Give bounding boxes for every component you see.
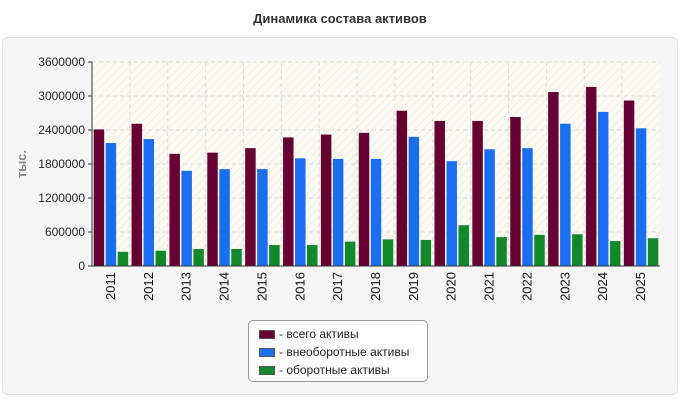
- x-tick-label: 2013: [179, 272, 194, 301]
- legend-swatch-current: [259, 365, 275, 375]
- legend-item-current: - оборотные активы: [259, 361, 427, 379]
- bar: [181, 170, 192, 266]
- y-tick-label: 3600000: [38, 55, 85, 69]
- y-axis-label: тыс.: [14, 150, 29, 178]
- bar: [143, 139, 155, 266]
- bar: [408, 136, 420, 266]
- bar: [344, 241, 356, 266]
- x-tick-label: 2011: [103, 272, 118, 300]
- x-tick-label: 2020: [444, 272, 459, 301]
- legend-swatch-noncurrent: [259, 347, 275, 357]
- x-tick-label: 2021: [482, 272, 497, 301]
- legend-item-noncurrent: - внеоборотные активы: [259, 343, 427, 361]
- x-tick-label: 2016: [292, 272, 307, 301]
- x-tick-label: 2014: [217, 272, 232, 301]
- bar: [472, 120, 483, 266]
- bar: [446, 161, 457, 266]
- y-tick-label: 0: [78, 259, 85, 273]
- y-tick-label: 1200000: [38, 191, 85, 205]
- bar: [105, 143, 117, 266]
- bar: [93, 129, 105, 266]
- x-tick-label: 2012: [141, 272, 156, 301]
- bar: [169, 153, 180, 266]
- bar: [155, 250, 167, 266]
- bar: [131, 123, 143, 267]
- bar: [560, 123, 571, 267]
- bar: [585, 86, 597, 266]
- bar: [358, 132, 370, 266]
- legend-label-total: - всего активы: [279, 327, 359, 341]
- bar: [231, 249, 242, 266]
- x-tick-label: 2022: [519, 272, 534, 301]
- chart-title: Динамика состава активов: [253, 11, 427, 26]
- bar: [257, 169, 268, 266]
- bar: [534, 234, 545, 266]
- bar: [307, 245, 318, 266]
- y-tick-label: 600000: [45, 225, 85, 239]
- legend-swatch-total: [259, 329, 275, 339]
- bar: [117, 251, 129, 266]
- bar: [548, 92, 559, 267]
- bar: [207, 152, 218, 266]
- bar: [635, 128, 647, 266]
- y-tick-label: 3000000: [38, 89, 85, 103]
- bar: [609, 241, 621, 266]
- bar: [245, 148, 256, 266]
- bar: [434, 120, 445, 266]
- bar: [283, 137, 294, 266]
- bar: [510, 116, 521, 266]
- x-tick-label: 2019: [406, 272, 421, 301]
- bar: [522, 148, 533, 266]
- legend-label-current: - оборотные активы: [279, 363, 390, 377]
- x-tick-label: 2024: [595, 272, 610, 301]
- bar: [320, 134, 332, 266]
- legend-label-noncurrent: - внеоборотные активы: [279, 345, 410, 359]
- bar: [370, 158, 382, 266]
- x-tick-label: 2015: [254, 272, 269, 301]
- bar: [572, 234, 583, 266]
- legend: - всего активы - внеоборотные активы - о…: [248, 320, 428, 382]
- legend-item-total: - всего активы: [259, 325, 427, 343]
- bar: [193, 249, 204, 266]
- bar: [623, 100, 635, 267]
- bar: [295, 158, 306, 266]
- bar: [496, 237, 507, 266]
- x-tick-label: 2018: [368, 272, 383, 301]
- x-tick-label: 2025: [633, 272, 648, 301]
- y-tick-label: 2400000: [38, 123, 85, 137]
- bar: [484, 149, 495, 266]
- bar: [420, 239, 432, 266]
- bar: [458, 225, 469, 266]
- x-tick-label: 2017: [330, 272, 345, 301]
- x-tick-label: 2023: [557, 272, 572, 301]
- bar: [332, 158, 344, 266]
- bar: [269, 245, 280, 266]
- bar: [647, 238, 659, 266]
- bar: [382, 239, 394, 266]
- bar: [219, 169, 230, 266]
- bar: [597, 111, 609, 266]
- y-tick-label: 1800000: [38, 157, 85, 171]
- bar: [396, 110, 408, 266]
